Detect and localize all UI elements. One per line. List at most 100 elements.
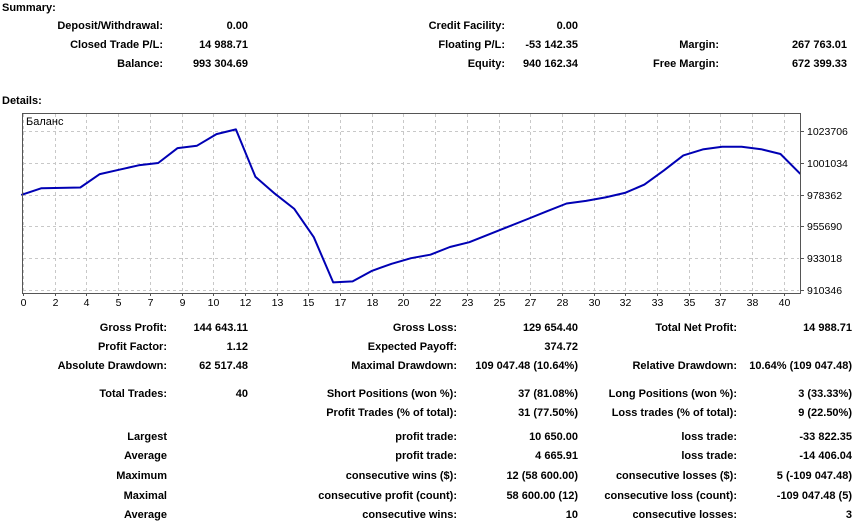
stat-value: 3 (33.33%) — [798, 388, 852, 400]
stat-value: 0.00 — [556, 20, 578, 32]
stat-label: Total Trades: — [99, 388, 167, 400]
x-axis-tick-label: 2 — [53, 297, 59, 309]
y-axis-tick-label: 1023706 — [807, 126, 848, 138]
x-axis-tick-label: 30 — [589, 297, 601, 309]
y-axis-tick-label: 910346 — [807, 285, 842, 297]
stat-label: Long Positions (won %): — [608, 388, 737, 400]
stat-value: 267 763.01 — [791, 39, 847, 51]
stat-value: 10 — [565, 509, 578, 521]
stat-value: 14 988.71 — [199, 39, 248, 51]
x-axis-tick-label: 5 — [116, 297, 122, 309]
stat-label: Gross Loss: — [392, 322, 457, 334]
stat-value: 37 (81.08%) — [518, 388, 578, 400]
y-axis-tick-label: 1001034 — [807, 158, 848, 170]
stat-label: Expected Payoff: — [367, 341, 457, 353]
x-axis-tick-label: 28 — [557, 297, 569, 309]
summary-heading: Summary: — [2, 2, 56, 14]
stat-label: Maximal — [123, 490, 167, 502]
stat-label: Maximum — [116, 470, 167, 482]
stat-value: 993 304.69 — [192, 58, 248, 70]
x-axis-tick-label: 20 — [398, 297, 410, 309]
stat-label: Deposit/Withdrawal: — [57, 20, 163, 32]
stat-label: Closed Trade P/L: — [70, 39, 163, 51]
y-axis-tick-label: 933018 — [807, 253, 842, 265]
x-axis-tick-label: 18 — [367, 297, 379, 309]
stat-value: 31 (77.50%) — [518, 407, 578, 419]
stat-value: 10.64% (109 047.48) — [749, 360, 852, 372]
stat-label: Average — [123, 509, 167, 521]
stat-value: 14 988.71 — [803, 322, 852, 334]
y-axis-tick-label: 978362 — [807, 190, 842, 202]
stat-value: 374.72 — [544, 341, 578, 353]
stat-label: Relative Drawdown: — [632, 360, 737, 372]
stat-label: Equity: — [467, 58, 505, 70]
x-axis-tick-label: 35 — [684, 297, 696, 309]
stat-label: Credit Facility: — [428, 20, 505, 32]
stat-value: -14 406.04 — [799, 450, 852, 462]
x-axis-tick-label: 33 — [652, 297, 664, 309]
x-axis-tick-label: 17 — [335, 297, 347, 309]
stat-label: consecutive profit (count): — [318, 490, 457, 502]
stat-label: Short Positions (won %): — [326, 388, 457, 400]
stat-label: Profit Trades (% of total): — [326, 407, 457, 419]
stat-value: 1.12 — [226, 341, 248, 353]
stat-value: 62 517.48 — [199, 360, 248, 372]
stat-label: Profit Factor: — [97, 341, 167, 353]
x-axis-tick-label: 37 — [715, 297, 727, 309]
x-axis-tick-label: 23 — [462, 297, 474, 309]
x-axis-tick-label: 40 — [779, 297, 791, 309]
x-axis-tick-label: 25 — [494, 297, 506, 309]
stat-value: 144 643.11 — [193, 322, 248, 334]
y-axis-tick-label: 955690 — [807, 221, 842, 233]
stat-label: Gross Profit: — [99, 322, 167, 334]
balance-line — [21, 128, 801, 284]
stat-label: Free Margin: — [652, 58, 719, 70]
stat-value: 10 650.00 — [529, 431, 578, 443]
stat-value: 3 — [845, 509, 852, 521]
x-axis-tick-label: 9 — [180, 297, 186, 309]
stat-label: consecutive losses: — [632, 509, 737, 521]
stat-label: Balance: — [117, 58, 163, 70]
stat-label: consecutive wins: — [362, 509, 457, 521]
stat-label: consecutive loss (count): — [604, 490, 737, 502]
stat-value: 129 654.40 — [522, 322, 578, 334]
x-axis-tick-label: 38 — [747, 297, 759, 309]
x-axis-tick-label: 0 — [21, 297, 27, 309]
x-axis-tick-label: 13 — [272, 297, 284, 309]
x-axis-tick-label: 22 — [430, 297, 442, 309]
stat-label: Margin: — [679, 39, 719, 51]
stat-value: 0.00 — [226, 20, 248, 32]
x-axis-tick-label: 10 — [208, 297, 220, 309]
stat-value: 58 600.00 (12) — [506, 490, 578, 502]
x-axis-tick-label: 4 — [84, 297, 90, 309]
stat-label: Maximal Drawdown: — [351, 360, 457, 372]
chart-title: Баланс — [26, 116, 64, 128]
stat-value: 109 047.48 (10.64%) — [475, 360, 578, 372]
stat-label: consecutive wins ($): — [345, 470, 457, 482]
stat-value: 4 665.91 — [535, 450, 578, 462]
stat-value: -109 047.48 (5) — [776, 490, 852, 502]
stat-label: Largest — [127, 431, 167, 443]
stat-label: Loss trades (% of total): — [611, 407, 737, 419]
stat-value: -53 142.35 — [525, 39, 578, 51]
x-axis-tick-label: 12 — [240, 297, 252, 309]
stat-value: 12 (58 600.00) — [506, 470, 578, 482]
stat-value: 940 162.34 — [522, 58, 578, 70]
stat-label: Absolute Drawdown: — [57, 360, 167, 372]
stat-value: 672 399.33 — [791, 58, 847, 70]
stat-label: loss trade: — [681, 431, 737, 443]
x-axis-tick-label: 32 — [620, 297, 632, 309]
x-axis-tick-label: 15 — [303, 297, 315, 309]
details-heading: Details: — [2, 95, 42, 107]
stat-label: Total Net Profit: — [655, 322, 737, 334]
stat-label: loss trade: — [681, 450, 737, 462]
stat-value: 9 (22.50%) — [798, 407, 852, 419]
stat-label: Average — [123, 450, 167, 462]
stat-label: profit trade: — [395, 450, 457, 462]
stat-label: profit trade: — [395, 431, 457, 443]
stat-label: consecutive losses ($): — [615, 470, 737, 482]
stat-value: -33 822.35 — [799, 431, 852, 443]
x-axis-tick-label: 27 — [525, 297, 537, 309]
